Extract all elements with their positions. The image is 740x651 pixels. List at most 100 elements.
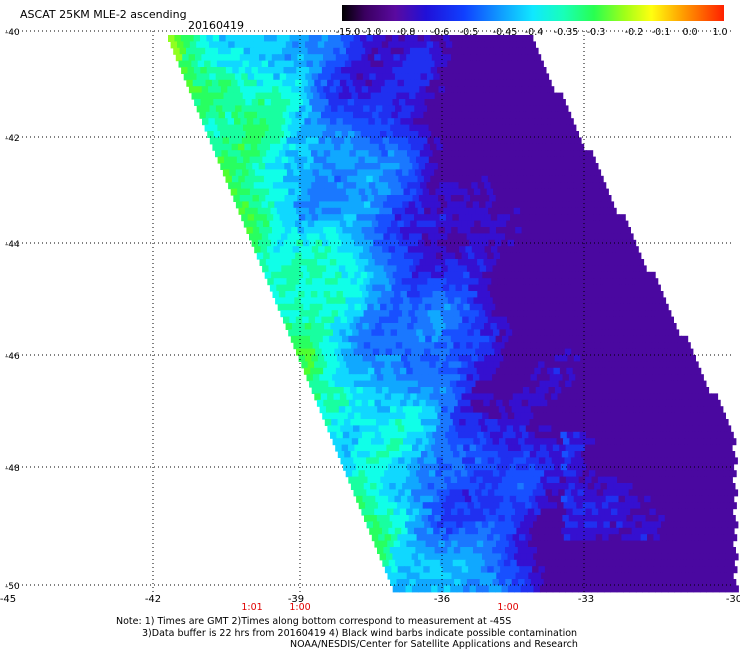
swath-cell [545, 348, 553, 356]
swath-cell [515, 399, 523, 407]
swath-cell [271, 163, 279, 170]
swath-cell [354, 131, 362, 138]
swath-cell [590, 175, 598, 183]
swath-cell [508, 476, 516, 484]
swath-cell [386, 163, 394, 170]
swath-cell [408, 374, 416, 382]
swath-cell [523, 419, 531, 426]
swath-cell [377, 406, 385, 414]
swath-cell [418, 553, 425, 561]
swath-cell [321, 207, 329, 215]
swath-cell [324, 41, 332, 49]
swath-cell [668, 508, 676, 516]
swath-cell [582, 438, 590, 446]
swath-cell [415, 342, 422, 350]
swath-cell [326, 47, 334, 55]
swath-cell [585, 540, 593, 548]
swath-cell [419, 54, 426, 62]
swath-cell [243, 156, 251, 164]
swath-cell [347, 35, 355, 42]
swath-cell [503, 73, 511, 81]
swath-cell [290, 335, 298, 343]
swath-cell [654, 457, 662, 465]
swath-cell [251, 239, 259, 247]
swath-cell [315, 175, 323, 183]
swath-cell [522, 431, 529, 439]
swath-cell [629, 271, 637, 279]
swath-cell [369, 73, 377, 81]
swath-cell [713, 399, 721, 407]
swath-cell [492, 124, 500, 132]
swath-cell [334, 175, 342, 183]
swath-cell [493, 425, 501, 433]
swath-cell [409, 547, 416, 554]
swath-cell [660, 489, 668, 497]
swath-cell [525, 47, 533, 55]
swath-cell [631, 323, 639, 330]
swath-cell [595, 297, 603, 305]
swath-cell [450, 303, 458, 311]
swath-cell [647, 489, 655, 497]
swath-cell [651, 310, 659, 318]
swath-cell [272, 259, 280, 266]
swath-cell [389, 233, 397, 241]
swath-cell [513, 489, 521, 497]
swath-cell [483, 86, 491, 94]
swath-cell [427, 342, 435, 350]
swath-cell [539, 553, 547, 561]
swath-cell [524, 297, 532, 305]
swath-cell [345, 265, 353, 273]
swath-cell [390, 188, 398, 196]
swath-cell [539, 380, 547, 388]
swath-cell [467, 361, 475, 369]
swath-cell [448, 361, 456, 369]
swath-cell [504, 60, 512, 68]
swath-cell [348, 303, 356, 311]
swath-cell [261, 92, 269, 100]
swath-cell [714, 495, 722, 503]
swath-cell [544, 534, 552, 542]
swath-cell [435, 438, 442, 446]
swath-cell [497, 137, 505, 145]
swath-cell [521, 86, 529, 94]
swath-cell [649, 335, 657, 343]
swath-cell [212, 143, 220, 151]
swath-cell [514, 195, 522, 202]
swath-cell [650, 463, 658, 471]
swath-cell [628, 489, 636, 497]
swath-cell [437, 412, 445, 420]
swath-cell [249, 124, 257, 132]
swath-cell [709, 451, 716, 458]
swath-cell [382, 527, 389, 535]
swath-cell [702, 419, 710, 426]
swath-cell [694, 508, 702, 516]
swath-cell [512, 393, 520, 401]
swath-cell [578, 239, 585, 247]
swath-cell [484, 495, 492, 503]
swath-cell [527, 444, 535, 452]
swath-cell [478, 483, 486, 490]
swath-cell [241, 137, 249, 145]
swath-cell [493, 284, 501, 292]
swath-cell [542, 278, 550, 286]
swath-cell [370, 515, 378, 522]
swath-cell [476, 163, 484, 170]
swath-cell [322, 412, 330, 420]
swath-cell [454, 47, 462, 55]
swath-cell [499, 47, 507, 55]
swath-cell [365, 393, 373, 401]
swath-cell [339, 156, 347, 164]
swath-cell [482, 131, 490, 138]
swath-cell [249, 188, 257, 196]
swath-cell [406, 118, 414, 126]
swath-cell [341, 444, 349, 452]
swath-cell [323, 399, 331, 407]
swath-cell [457, 259, 465, 266]
swath-cell [476, 303, 484, 311]
swath-cell [301, 188, 309, 196]
swath-cell [484, 182, 492, 190]
swath-cell [510, 310, 518, 318]
swath-cell [450, 239, 457, 247]
swath-cell [370, 374, 378, 382]
swath-cell [514, 131, 522, 138]
